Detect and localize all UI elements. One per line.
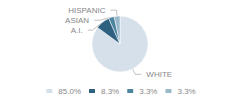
svg-text:WHITE: WHITE — [146, 70, 172, 79]
svg-text:8.3%: 8.3% — [101, 87, 119, 96]
svg-text:HISPANIC: HISPANIC — [68, 6, 105, 15]
svg-text:3.3%: 3.3% — [177, 87, 195, 96]
svg-text:85.0%: 85.0% — [58, 87, 81, 96]
svg-text:3.3%: 3.3% — [139, 87, 157, 96]
svg-text:ASIAN: ASIAN — [65, 16, 89, 25]
svg-text:A.I.: A.I. — [71, 26, 83, 35]
